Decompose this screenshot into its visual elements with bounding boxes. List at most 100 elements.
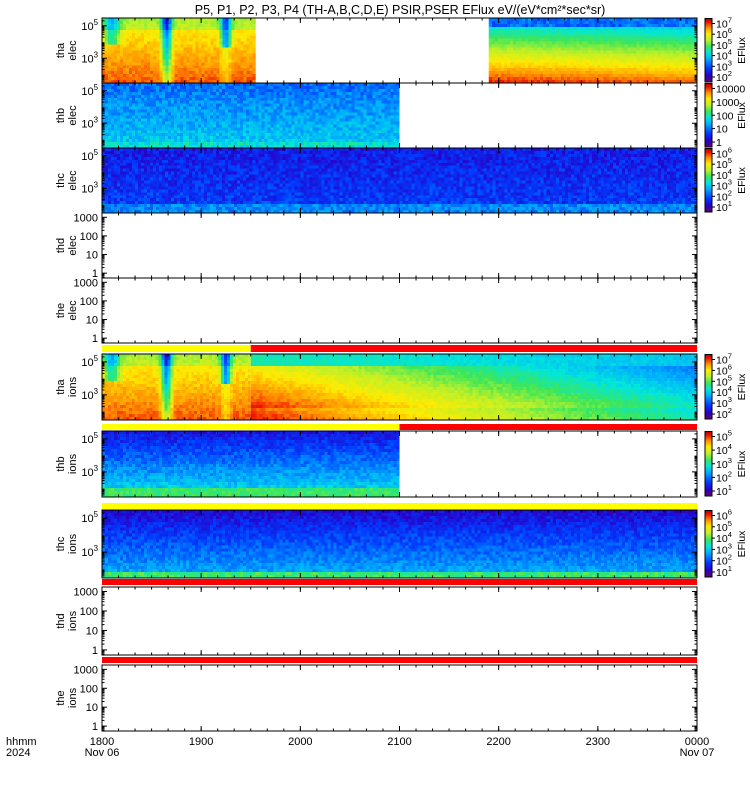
spectrogram-segment — [102, 18, 256, 83]
spectrogram-segment — [102, 83, 400, 148]
colorbar-scale — [704, 18, 713, 83]
colorbar-tick-label: 102 — [716, 553, 732, 568]
colorbar-tick-label: 102 — [716, 469, 732, 484]
colorbar-label: EFlux — [736, 166, 748, 194]
time-tick-label: 2100 — [387, 736, 411, 748]
colorbar-tick-label: 107 — [716, 352, 732, 367]
y-tick-label: 105 — [81, 83, 98, 98]
colorbar-tick-label: 102 — [716, 69, 732, 84]
date-label: Nov 07 — [680, 747, 715, 759]
panel-frame — [101, 277, 698, 344]
spectrogram-segment — [102, 510, 697, 578]
mode-bar-segment — [250, 345, 697, 352]
y-tick-label: 103 — [81, 464, 98, 479]
time-tick-label: 2300 — [586, 736, 610, 748]
panel-label-species: elec — [67, 105, 79, 126]
mode-bar-segment — [399, 424, 697, 430]
panel-label-probe: the — [55, 690, 67, 705]
mode-bar — [102, 424, 697, 430]
y-tick-label: 103 — [81, 115, 98, 130]
colorbar-tick-label: 106 — [716, 362, 732, 377]
y-tick-label: 1 — [92, 268, 98, 280]
y-tick-label: 100 — [80, 606, 98, 618]
panel-label-species: ions — [67, 376, 79, 397]
colorbar-tick-label: 106 — [716, 146, 732, 161]
y-tick-label: 1 — [92, 333, 98, 345]
y-tick-label: 1000 — [74, 212, 98, 224]
y-tick-label: 10 — [86, 702, 98, 714]
panel-label-species: elec — [67, 40, 79, 61]
mode-bar-segment — [102, 345, 251, 352]
colorbar-tick-label: 10000 — [716, 84, 745, 96]
panel-frame — [101, 212, 698, 279]
colorbar-tick-label: 103 — [716, 541, 732, 556]
time-tick-label: 2000 — [288, 736, 312, 748]
y-tick-label: 103 — [81, 180, 98, 195]
mode-bar — [102, 503, 697, 509]
y-tick-label: 10 — [86, 625, 98, 637]
colorbar-scale — [704, 431, 713, 497]
mode-bar-segment — [102, 424, 400, 430]
panel-label-species: elec — [67, 170, 79, 191]
colorbar-tick-label: 100 — [716, 110, 734, 122]
colorbar-tick-label: 103 — [716, 395, 732, 410]
colorbar-tick-label: 105 — [716, 429, 732, 444]
y-tick-label: 1000 — [74, 664, 98, 676]
y-tick-label: 10 — [86, 315, 98, 327]
y-tick-label: 1000 — [74, 277, 98, 289]
colorbar-tick-label: 101 — [716, 199, 732, 214]
colorbar-tick-label: 103 — [716, 58, 732, 73]
panel-label-species: elec — [67, 300, 79, 321]
colorbar-tick-label: 104 — [716, 442, 732, 457]
spectrogram-segment — [102, 354, 251, 420]
y-tick-label: 105 — [81, 510, 98, 525]
colorbar-tick-label: 1 — [716, 137, 722, 149]
colorbar-label: EFlux — [736, 36, 748, 64]
y-tick-label: 105 — [81, 18, 98, 33]
time-axis-year-label: 2024 — [6, 747, 30, 759]
y-tick-label: 1000 — [74, 586, 98, 598]
panel-label-probe: tha — [55, 42, 67, 58]
colorbar-tick-label: 104 — [716, 530, 732, 545]
mode-bar-segment — [102, 503, 697, 509]
panel-label-species: ions — [67, 533, 79, 554]
panel-label-species: elec — [67, 235, 79, 256]
colorbar-label: EFlux — [736, 373, 748, 401]
colorbar-tick-label: 107 — [716, 16, 732, 31]
time-axis: 1800 1900 2000 2100 2200 2300 0000 Nov 06 Nov 07… — [6, 736, 714, 759]
colorbar-label: EFlux — [736, 101, 748, 129]
time-tick-label: 1800 — [90, 736, 114, 748]
colorbar-tick-label: 103 — [716, 456, 732, 471]
mode-bar — [102, 657, 697, 663]
y-tick-label: 100 — [80, 683, 98, 695]
colorbar-scale — [704, 510, 713, 578]
colorbar-tick-label: 103 — [716, 178, 732, 193]
spectrogram-segment — [102, 431, 400, 497]
colorbar-scale — [704, 83, 713, 148]
panel-label-species: ions — [67, 687, 79, 708]
y-tick-label: 103 — [81, 544, 98, 559]
mode-bar-segment — [102, 657, 697, 663]
panel-label-probe: thb — [55, 456, 67, 471]
colorbar-tick-label: 10 — [716, 124, 728, 136]
time-axis-row-label: hhmm — [6, 736, 37, 748]
y-tick-label: 10 — [86, 250, 98, 262]
colorbar-tick-label: 104 — [716, 48, 732, 63]
colorbar-label: EFlux — [736, 530, 748, 558]
colorbar-scale — [704, 354, 713, 420]
time-tick-label: 1900 — [189, 736, 213, 748]
spectrogram-segment — [488, 18, 697, 83]
panel-label-probe: thc — [55, 536, 67, 551]
y-tick-label: 105 — [81, 354, 98, 369]
colorbar-tick-label: 105 — [716, 156, 732, 171]
y-tick-label: 105 — [81, 431, 98, 446]
spectrogram-segment — [102, 148, 697, 213]
